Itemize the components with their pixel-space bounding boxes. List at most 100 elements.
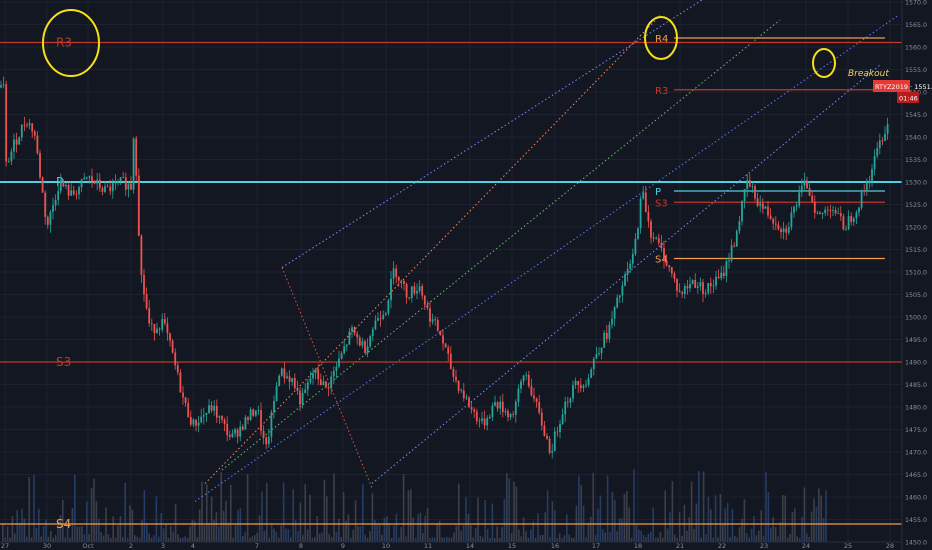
- volume-bar: [71, 507, 74, 542]
- candle-body: [67, 184, 70, 196]
- candle-body: [808, 188, 811, 196]
- volume-bar: [105, 507, 107, 542]
- candle-body: [148, 308, 151, 324]
- volume-bar: [172, 531, 174, 542]
- candle-body: [681, 292, 684, 295]
- candle-body: [577, 381, 580, 385]
- price-tick-label: 1525.0: [905, 202, 927, 209]
- candle-body: [657, 238, 660, 243]
- time-axis[interactable]: 27 30 Oct 2 3 4 7 8 9 10 11 14 15 16 17 18 21 22 23 24 25 28: [0, 541, 902, 550]
- candle-body: [795, 205, 798, 207]
- price-axis[interactable]: 1450.0 1455.0 1460.0 1465.0 1470.0 1475.0 1480…: [901, 0, 932, 550]
- volume-bar: [273, 528, 275, 542]
- candle-body: [296, 388, 299, 391]
- volume-bar: [506, 473, 508, 542]
- candle-body: [876, 147, 879, 156]
- trend-channels: [194, 0, 899, 502]
- candle-body: [85, 177, 88, 179]
- channel-lower-line: [194, 15, 899, 502]
- candle-body: [218, 416, 221, 418]
- candle-body: [715, 276, 717, 286]
- candle-body: [650, 221, 652, 238]
- volume-bar: [258, 515, 261, 542]
- candle-body: [668, 265, 671, 268]
- candle-body: [475, 411, 478, 422]
- candle-body: [192, 419, 195, 425]
- candle-body: [582, 385, 585, 389]
- candle-body: [351, 327, 353, 332]
- volume-bar: [779, 522, 782, 542]
- volume-bar: [297, 531, 299, 542]
- candle-body: [473, 409, 476, 412]
- candle-body: [408, 297, 411, 299]
- candle-body: [314, 368, 317, 374]
- candle-body: [717, 276, 720, 279]
- candle-body: [468, 397, 470, 408]
- price-tick-label: 1455.0: [905, 517, 927, 524]
- candle-body: [70, 190, 73, 196]
- candle-body: [457, 380, 460, 391]
- candle-body: [663, 248, 665, 261]
- volume-bar: [525, 531, 527, 542]
- volume-bar: [4, 537, 6, 542]
- volume-bar: [820, 495, 822, 542]
- candle-body: [873, 155, 876, 170]
- candle-body: [696, 286, 699, 288]
- candle-body: [345, 344, 348, 347]
- volume-bar: [398, 537, 400, 542]
- volume-bar: [86, 501, 88, 542]
- volume-bar: [402, 473, 405, 542]
- candle-body: [104, 186, 106, 192]
- volume-bar: [138, 537, 141, 542]
- candle-body: [704, 292, 707, 295]
- candle-body: [774, 223, 777, 225]
- candle-body: [813, 201, 816, 213]
- candle-body: [764, 206, 767, 209]
- weekly-pivot-line-label: P: [655, 187, 661, 198]
- candle-body: [322, 381, 325, 386]
- candle-body: [265, 437, 268, 445]
- candle-body: [507, 411, 509, 418]
- volume-bar: [335, 531, 338, 542]
- volume-bar: [573, 537, 575, 542]
- candle-body: [787, 227, 790, 233]
- volume-bar: [225, 500, 227, 542]
- volume-bars: [2, 469, 827, 542]
- candle-body: [639, 198, 642, 229]
- candle-body: [400, 280, 403, 282]
- volume-bar: [191, 519, 194, 542]
- candle-body: [686, 286, 689, 289]
- volume-bar: [796, 536, 798, 542]
- candle-body: [280, 368, 283, 376]
- candle-body: [670, 267, 673, 274]
- candle-body: [163, 319, 166, 324]
- volume-bar: [42, 526, 45, 542]
- volume-bar: [321, 532, 323, 542]
- candle-body: [733, 245, 736, 247]
- candle-body: [143, 274, 145, 295]
- volume-bar: [441, 537, 443, 542]
- candle-body: [806, 180, 808, 189]
- volume-bar: [340, 537, 342, 542]
- candle-body: [803, 180, 806, 186]
- candle-body: [387, 300, 390, 314]
- volume-bar: [736, 537, 738, 542]
- candle-body: [436, 320, 439, 331]
- volume-bar: [806, 533, 808, 542]
- volume-bar: [465, 497, 467, 542]
- volume-bar: [263, 531, 266, 542]
- volume-bar: [520, 536, 522, 542]
- candle-body: [608, 324, 611, 339]
- volume-bar: [40, 536, 42, 542]
- candle-body: [374, 320, 377, 330]
- volume-bar: [743, 499, 746, 542]
- volume-bar: [594, 535, 597, 542]
- volume-bar: [798, 537, 801, 542]
- candle-body: [777, 224, 780, 230]
- candle-body: [626, 269, 629, 275]
- countdown-label: 01:46: [899, 95, 918, 103]
- volume-bar: [314, 537, 316, 542]
- volume-bar: [467, 513, 470, 542]
- candle-body: [288, 376, 291, 382]
